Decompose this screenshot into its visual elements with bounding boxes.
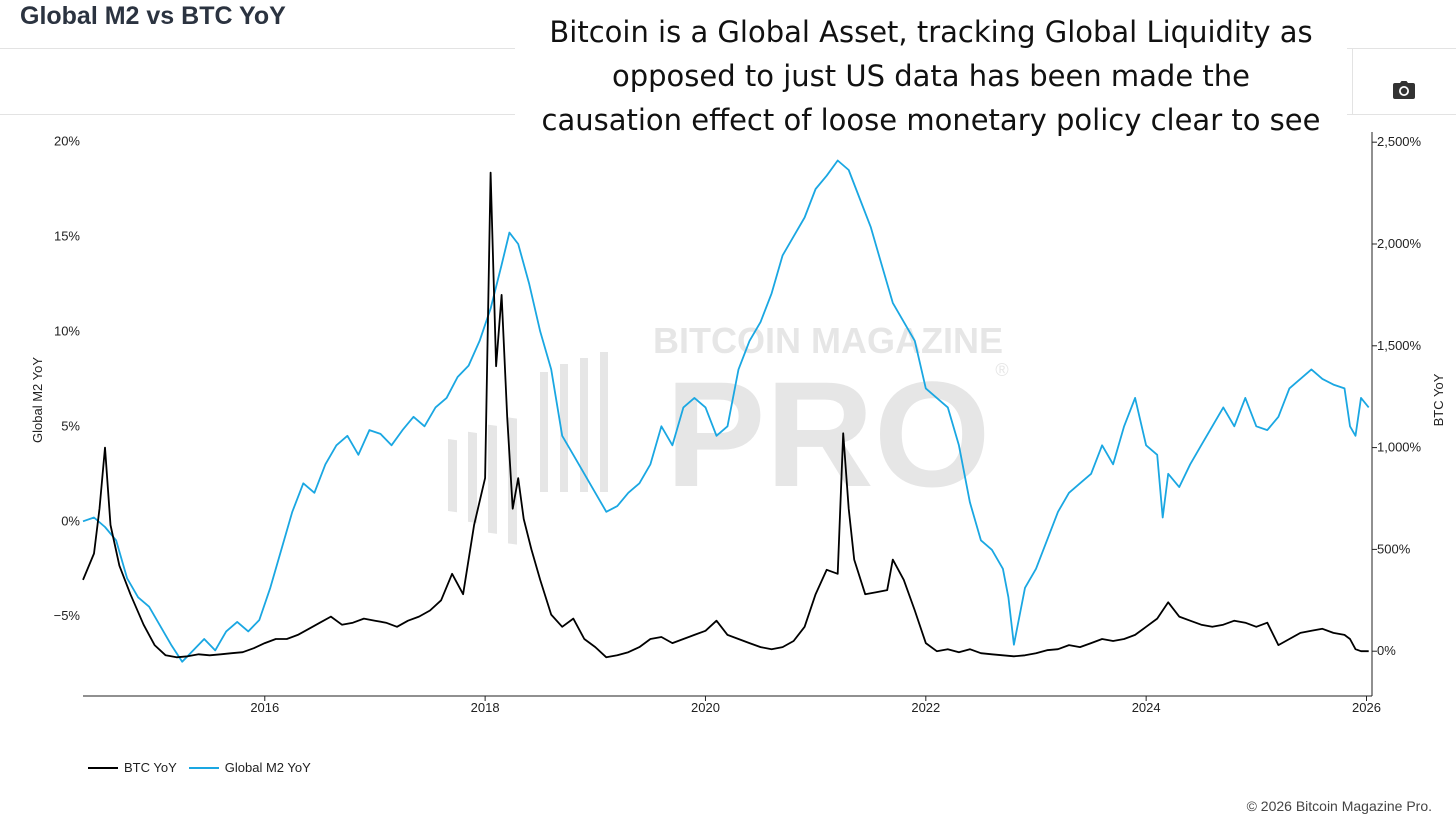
annotation-overlay: Bitcoin is a Global Asset, tracking Glob…: [515, 10, 1347, 138]
watermark: BITCOIN MAGAZINE PRO ®: [448, 320, 1009, 545]
watermark-text-pro: PRO: [665, 350, 990, 518]
y-axis-right-label: BTC YoY: [1431, 373, 1446, 426]
chart-area: BITCOIN MAGAZINE PRO ® −5%0%5%10%15%20% …: [30, 132, 1446, 715]
series-line-btc-yoy: [82, 171, 1369, 659]
legend-swatch-btc: [88, 766, 118, 769]
series-line-global-m2-yoy: [82, 159, 1370, 663]
y-left-tick-label: 20%: [54, 133, 80, 148]
annotation-line-3: causation effect of loose monetary polic…: [541, 103, 1321, 137]
y-right-tick-label: 1,000%: [1377, 440, 1422, 455]
copyright: © 2026 Bitcoin Magazine Pro.: [1246, 798, 1432, 814]
x-tick-label: 2024: [1132, 700, 1161, 715]
watermark-logo-bars: [448, 352, 608, 545]
legend: BTC YoY Global M2 YoY: [88, 760, 323, 775]
x-axis-ticks: 2016 2018 2020 2022 2024 2026: [250, 696, 1381, 715]
watermark-text-top: BITCOIN MAGAZINE: [653, 320, 1003, 361]
legend-label-m2: Global M2 YoY: [224, 760, 311, 775]
legend-item-btc[interactable]: BTC YoY: [88, 760, 177, 775]
y-axis-right-ticks: 0% 500% 1,000% 1,500% 2,000% 2,500%: [1372, 134, 1422, 658]
series-layer: [82, 159, 1370, 663]
legend-swatch-m2: [188, 766, 219, 769]
y-left-tick-label: 5%: [61, 418, 80, 433]
y-right-tick-label: 1,500%: [1377, 338, 1422, 353]
watermark-registered: ®: [995, 360, 1008, 380]
page-title: Global M2 vs BTC YoY: [20, 2, 286, 30]
annotation-line-1: Bitcoin is a Global Asset, tracking Glob…: [549, 15, 1313, 49]
y-left-tick-label: 0%: [61, 513, 80, 528]
x-tick-label: 2022: [911, 700, 940, 715]
x-tick-label: 2020: [691, 700, 720, 715]
y-left-tick-label: −5%: [54, 608, 81, 623]
y-axis-left-ticks: −5% 0% 5% 10% 15% 20%: [54, 133, 81, 623]
screenshot-button[interactable]: [1352, 48, 1456, 114]
x-tick-label: 2026: [1352, 700, 1381, 715]
legend-label-btc: BTC YoY: [124, 760, 177, 775]
y-right-tick-label: 2,500%: [1377, 134, 1422, 149]
x-tick-label: 2018: [471, 700, 500, 715]
y-right-tick-label: 0%: [1377, 643, 1396, 658]
y-left-tick-label: 15%: [54, 228, 80, 243]
y-left-tick-label: 10%: [54, 323, 80, 338]
y-axis-left-label: Global M2 YoY: [30, 357, 45, 443]
annotation-line-2: opposed to just US data has been made th…: [612, 59, 1250, 93]
camera-icon[interactable]: [1393, 81, 1415, 99]
legend-item-m2[interactable]: Global M2 YoY: [188, 760, 311, 775]
y-right-tick-label: 500%: [1377, 541, 1411, 556]
y-right-tick-label: 2,000%: [1377, 236, 1422, 251]
x-tick-label: 2016: [250, 700, 279, 715]
